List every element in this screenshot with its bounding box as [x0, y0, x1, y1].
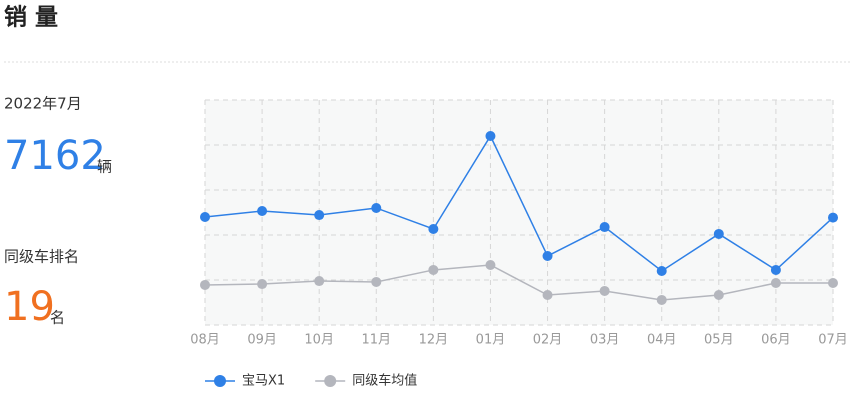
x-tick-label: 07月 — [818, 333, 848, 348]
data-point — [200, 279, 210, 290]
data-point — [314, 276, 325, 287]
x-tick-label: 03月 — [590, 333, 620, 348]
data-point — [770, 278, 781, 288]
x-tick-label: 12月 — [419, 333, 449, 348]
plot-area — [205, 100, 833, 325]
data-point — [713, 290, 724, 300]
x-tick-label: 11月 — [361, 333, 391, 348]
data-point — [200, 212, 210, 222]
series-line — [204, 134, 834, 272]
data-point — [485, 260, 496, 270]
legend-marker — [324, 375, 337, 387]
series-line — [204, 264, 833, 301]
data-point — [485, 131, 496, 141]
rank-unit: 名 — [50, 309, 65, 327]
sales-value: 7162 — [4, 133, 106, 179]
x-tick-label: 04月 — [647, 333, 677, 348]
x-tick-label: 02月 — [533, 333, 563, 348]
data-point — [599, 285, 610, 296]
sales-unit: 辆 — [97, 158, 112, 176]
x-tick-label: 10月 — [304, 333, 334, 348]
x-tick-label: 01月 — [476, 333, 506, 348]
data-point — [542, 251, 553, 261]
data-point — [599, 222, 610, 233]
data-point — [428, 224, 439, 234]
data-point — [828, 212, 838, 223]
data-point — [371, 203, 382, 213]
data-point — [314, 210, 325, 221]
rank-label: 同级车排名 — [4, 248, 79, 266]
x-tick-label: 05月 — [704, 333, 734, 348]
data-point — [770, 264, 781, 275]
legend-label: 宝马X1 — [242, 374, 285, 389]
legend-label: 同级车均值 — [352, 373, 417, 389]
data-point — [371, 276, 382, 287]
section-title: 销 量 — [4, 5, 58, 31]
x-tick-label: 06月 — [761, 333, 791, 348]
data-point — [656, 294, 667, 305]
data-point — [656, 266, 667, 276]
data-point — [713, 228, 724, 239]
data-point — [828, 278, 838, 288]
data-point — [542, 290, 553, 300]
period: 2022年7月 — [4, 95, 82, 113]
data-point — [428, 264, 439, 275]
data-point — [257, 279, 268, 290]
rank-value: 19 — [4, 284, 55, 330]
x-tick-label: 08月 — [190, 333, 220, 348]
data-point — [257, 206, 268, 216]
legend-marker — [214, 375, 226, 387]
x-tick-label: 09月 — [247, 333, 277, 348]
